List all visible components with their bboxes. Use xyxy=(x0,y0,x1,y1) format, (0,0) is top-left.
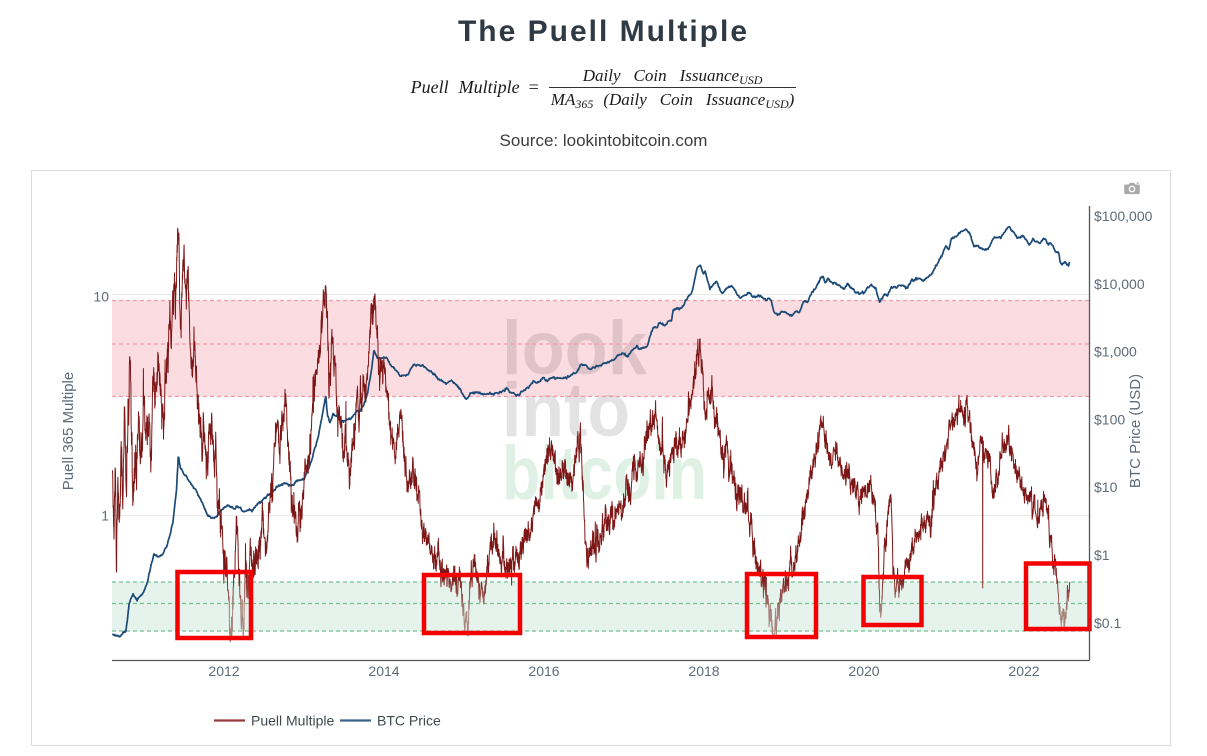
svg-text:2014: 2014 xyxy=(368,663,399,679)
svg-text:$100,000: $100,000 xyxy=(1094,208,1153,224)
svg-text:$10,000: $10,000 xyxy=(1094,276,1145,292)
svg-text:10: 10 xyxy=(93,289,109,305)
svg-text:$10: $10 xyxy=(1094,479,1118,495)
svg-text:2018: 2018 xyxy=(688,663,719,679)
svg-text:BTC Price: BTC Price xyxy=(377,713,441,729)
svg-text:look: look xyxy=(502,306,648,391)
svg-text:$1,000: $1,000 xyxy=(1094,344,1137,360)
svg-text:into: into xyxy=(502,368,630,453)
svg-text:$0.1: $0.1 xyxy=(1094,615,1121,631)
svg-text:$1: $1 xyxy=(1094,547,1110,563)
svg-text:2022: 2022 xyxy=(1008,663,1039,679)
svg-text:2012: 2012 xyxy=(208,663,239,679)
svg-text:Puell 365 Multiple: Puell 365 Multiple xyxy=(60,372,77,490)
svg-text:$100: $100 xyxy=(1094,411,1125,427)
svg-text:Puell Multiple: Puell Multiple xyxy=(251,713,334,729)
svg-text:2020: 2020 xyxy=(848,663,879,679)
svg-text:2016: 2016 xyxy=(528,663,559,679)
svg-text:1: 1 xyxy=(101,508,109,524)
svg-text:BTC Price (USD): BTC Price (USD) xyxy=(1127,374,1144,488)
